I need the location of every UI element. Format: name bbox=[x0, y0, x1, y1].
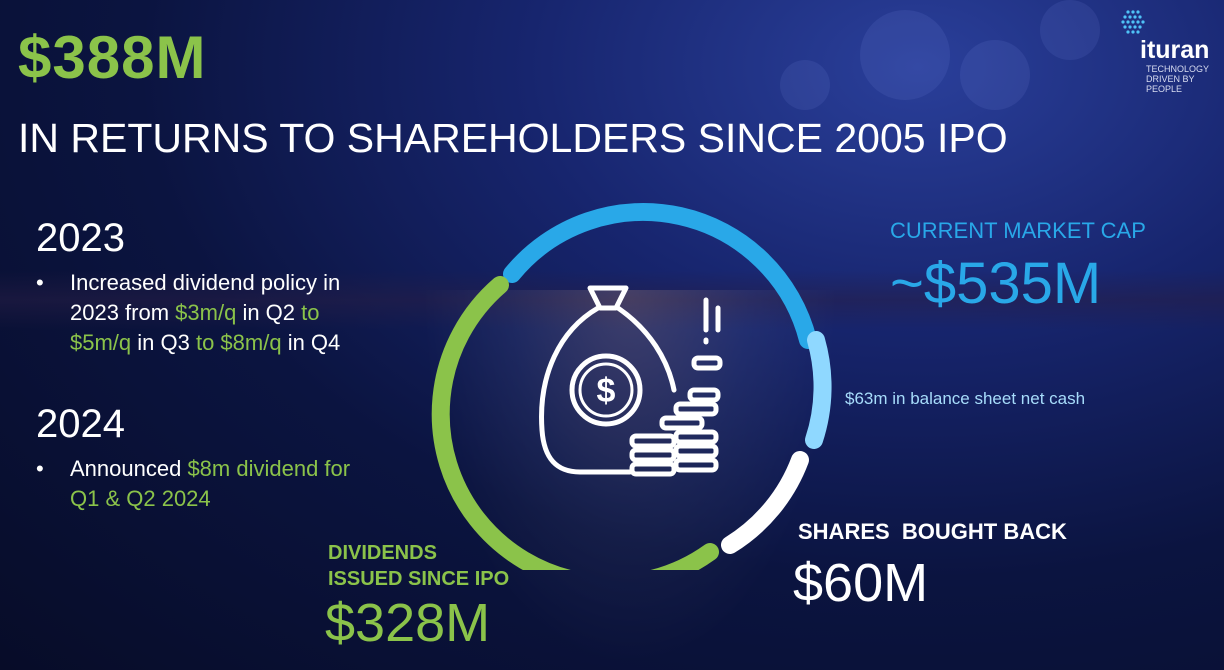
bullet-line: 2023 from $3m/q in Q2 to bbox=[70, 298, 450, 328]
headline-amount: $388M bbox=[18, 24, 207, 91]
buyback-label: SHARES BOUGHT BACK bbox=[798, 519, 1067, 544]
buyback-value: $60M bbox=[793, 553, 929, 613]
bullet-dot: • bbox=[36, 456, 44, 481]
ring-segment-dividends bbox=[431, 276, 719, 570]
dividends-value: $328M bbox=[325, 593, 491, 653]
body-text: 2023 from bbox=[70, 300, 176, 325]
money-bag-with-coin-stacks-icon: $ bbox=[539, 285, 723, 477]
bullet-2024: • Announced $8m dividend for Q1 & Q2 2024 bbox=[36, 454, 456, 516]
ituran-logo: ituran TECHNOLOGY DRIVEN BY PEOPLE bbox=[1120, 8, 1220, 98]
highlight-text: Q1 & Q2 2024 bbox=[70, 486, 211, 511]
year-heading-2024: 2024 bbox=[36, 402, 125, 446]
bullet-text: Increased dividend policy in 2023 from $3… bbox=[70, 268, 450, 358]
svg-text:$: $ bbox=[597, 372, 616, 410]
logo-tagline-line: TECHNOLOGY bbox=[1146, 64, 1210, 74]
bullet-line: Q1 & Q2 2024 bbox=[70, 484, 450, 514]
market-cap-value: ~$535M bbox=[890, 251, 1102, 316]
body-text: Increased dividend policy in bbox=[70, 270, 341, 295]
headline-subtitle: IN RETURNS TO SHAREHOLDERS SINCE 2005 IP… bbox=[18, 115, 1008, 161]
highlight-text: $5m/q bbox=[70, 330, 132, 355]
dividends-label-line: ISSUED SINCE IPO bbox=[328, 568, 510, 590]
dividends-label-line: DIVIDENDS bbox=[328, 542, 437, 564]
logo-tagline: TECHNOLOGY DRIVEN BY PEOPLE bbox=[1146, 64, 1224, 94]
highlight-text: $8m dividend for bbox=[187, 456, 351, 481]
bokeh-light bbox=[1040, 0, 1100, 60]
net-cash-note: $63m in balance sheet net cash bbox=[845, 389, 1086, 408]
bullet-2023: • Increased dividend policy in 2023 from … bbox=[36, 268, 456, 360]
highlight-text: $3m/q bbox=[175, 300, 237, 325]
bullet-text: Announced $8m dividend for Q1 & Q2 2024 bbox=[70, 454, 450, 514]
logo-tagline-line: DRIVEN BY bbox=[1146, 74, 1195, 84]
logo-wordmark: ituran bbox=[1140, 36, 1210, 64]
bokeh-light bbox=[960, 40, 1030, 110]
highlight-text: to bbox=[301, 300, 320, 325]
body-text: in Q2 bbox=[236, 300, 302, 325]
year-heading-2023: 2023 bbox=[36, 216, 125, 260]
ring-segment-market-cap bbox=[503, 203, 817, 349]
ring-segment-buyback bbox=[721, 451, 809, 554]
dividends-label: DIVIDENDS ISSUED SINCE IPO bbox=[328, 540, 509, 592]
body-text: in Q4 bbox=[281, 330, 341, 355]
market-cap-label: CURRENT MARKET CAP bbox=[890, 218, 1146, 243]
ring-segment-net-cash bbox=[805, 331, 832, 449]
bokeh-light bbox=[780, 60, 830, 110]
bullet-dot: • bbox=[36, 270, 44, 295]
highlight-text: to $8m/q bbox=[195, 330, 282, 355]
bokeh-light bbox=[860, 10, 950, 100]
logo-dot-pattern-icon bbox=[1121, 10, 1145, 34]
body-text: in Q3 bbox=[131, 330, 196, 355]
bullet-line: Announced $8m dividend for bbox=[70, 454, 450, 484]
bullet-line: $5m/q in Q3 to $8m/q in Q4 bbox=[70, 328, 450, 358]
logo-tagline-line: PEOPLE bbox=[1146, 84, 1183, 94]
returns-ring: $ bbox=[431, 203, 832, 570]
body-text: Announced bbox=[70, 456, 188, 481]
bullet-line: Increased dividend policy in bbox=[70, 268, 450, 298]
